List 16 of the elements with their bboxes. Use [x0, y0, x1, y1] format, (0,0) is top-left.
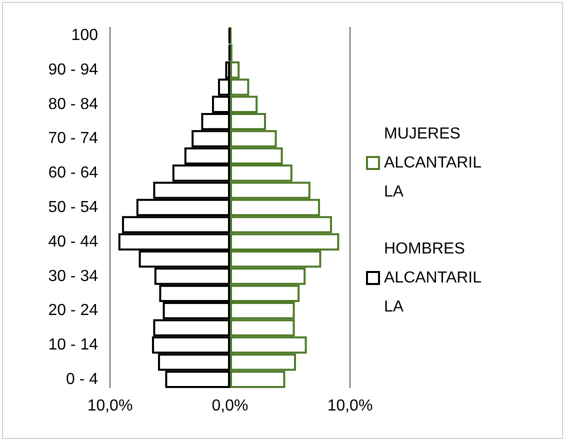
- y-tick-label: 20 - 24: [48, 302, 98, 320]
- y-tick-label: 100: [71, 27, 98, 44]
- y-tick-label: 10 - 14: [48, 336, 98, 354]
- x-tick-label: 10,0%: [327, 398, 373, 414]
- y-tick-label: 90 - 94: [48, 61, 98, 78]
- y-tick-label: 40 - 44: [48, 233, 98, 250]
- x-tick-label: 10,0%: [87, 398, 133, 414]
- x-tick-label: 0,0%: [212, 398, 248, 414]
- y-tick-label: 80 - 84: [48, 96, 98, 113]
- y-tick-label: 70 - 74: [48, 130, 98, 148]
- y-tick-label: 50 - 54: [48, 199, 98, 216]
- y-tick-label: 0 - 4: [66, 370, 98, 388]
- legend-label: MUJERES ALCANTARILLA: [384, 126, 482, 200]
- y-tick-label: 30 - 34: [48, 268, 98, 285]
- legend-label: HOMBRES ALCANTARILLA: [384, 240, 482, 316]
- y-tick-label: 60 - 64: [48, 164, 98, 182]
